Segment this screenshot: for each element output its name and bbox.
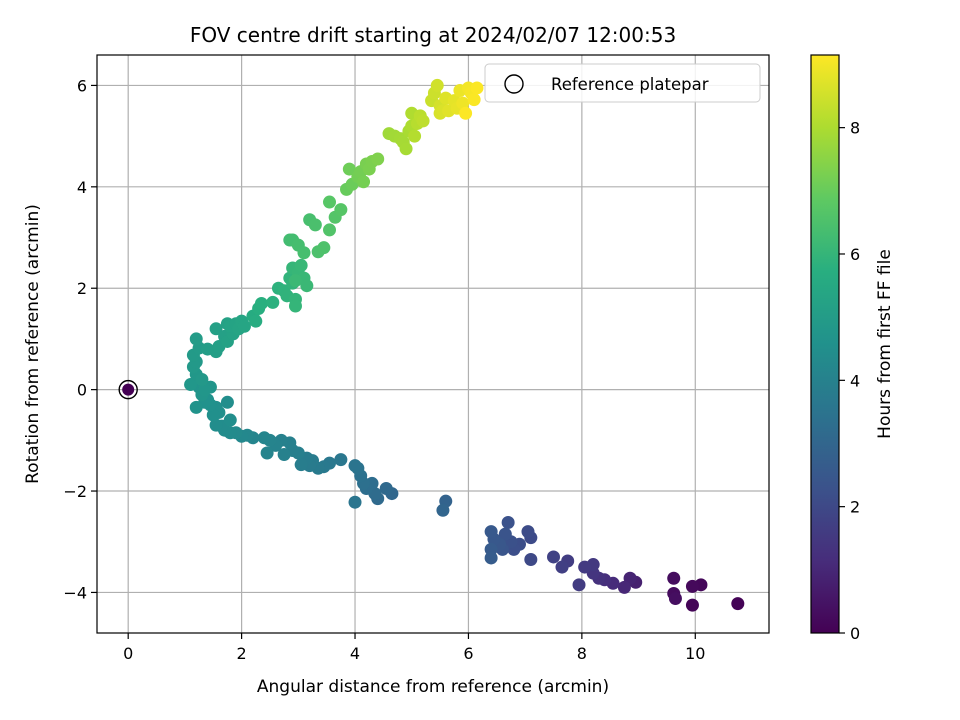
scatter-point <box>484 525 498 539</box>
scatter-point <box>297 246 311 260</box>
scatter-point <box>300 279 314 293</box>
scatter-point <box>668 592 682 606</box>
scatter-point <box>189 400 203 414</box>
y-tick-label: −2 <box>63 482 87 501</box>
y-tick-label: −4 <box>63 583 87 602</box>
scatter-point <box>399 142 413 156</box>
y-tick-label: 2 <box>77 279 87 298</box>
scatter-point <box>308 218 322 232</box>
scatter-point <box>547 550 561 564</box>
scatter-point <box>294 458 308 472</box>
legend-marker-reference <box>504 74 524 94</box>
scatter-point <box>334 453 348 467</box>
scatter-point <box>266 295 280 309</box>
x-tick-label: 10 <box>685 644 705 663</box>
scatter-point <box>254 296 268 310</box>
scatter-point <box>459 106 473 120</box>
scatter-point <box>379 482 393 495</box>
scatter-point <box>257 431 271 445</box>
scatter-point <box>288 299 302 313</box>
scatter-point <box>184 378 198 392</box>
x-axis-label: Angular distance from reference (arcmin) <box>257 677 609 697</box>
scatter-point <box>317 241 331 255</box>
scatter-point <box>334 203 348 217</box>
scatter-point <box>371 152 385 166</box>
scatter-series <box>184 78 745 612</box>
y-tick-label: 6 <box>77 76 87 95</box>
scatter-point <box>501 515 515 529</box>
scatter-point <box>685 598 699 612</box>
x-tick-label: 4 <box>350 644 360 663</box>
scatter-point <box>209 322 223 336</box>
scatter-point <box>408 129 422 143</box>
scatter-point <box>288 274 302 288</box>
x-tick-label: 2 <box>237 644 247 663</box>
scatter-point <box>685 579 699 593</box>
colorbar-ticks: 0 2 4 6 8 <box>839 119 860 643</box>
scatter-point <box>198 383 212 397</box>
scatter-point <box>189 332 203 346</box>
scatter-point <box>467 93 481 107</box>
scatter-point <box>348 459 362 473</box>
y-axis-label: Rotation from reference (arcmin) <box>23 204 43 484</box>
y-tick-label: 4 <box>77 178 87 197</box>
x-tick-label: 6 <box>463 644 473 663</box>
colorbar: 0 2 4 6 8 Hours from first FF file <box>810 54 895 643</box>
scatter-point <box>223 413 237 427</box>
scatter-point <box>456 96 470 110</box>
colorbar-frame <box>810 54 840 634</box>
scatter-point <box>294 258 308 272</box>
reference-point <box>122 383 135 396</box>
reference-platepar-marker <box>118 379 138 400</box>
x-tick-label: 8 <box>577 644 587 663</box>
legend-box <box>484 63 761 103</box>
colorbar-tick-label: 8 <box>850 119 860 138</box>
colorbar-tick-label: 4 <box>850 371 860 390</box>
scatter-point <box>357 175 371 189</box>
scatter-point <box>342 162 356 176</box>
legend: Reference platepar <box>484 63 761 103</box>
scatter-point <box>323 195 337 209</box>
y-tick-label: 0 <box>77 381 87 400</box>
scatter-point <box>578 560 592 574</box>
scatter-point <box>220 395 234 409</box>
scatter-point <box>521 525 535 539</box>
x-tick-label: 0 <box>123 644 133 663</box>
colorbar-gradient <box>811 55 839 633</box>
scatter-point <box>498 527 512 541</box>
colorbar-tick-label: 2 <box>850 498 860 517</box>
legend-label-reference: Reference platepar <box>551 75 709 94</box>
scatter-point <box>277 448 291 462</box>
scatter-point <box>617 580 631 594</box>
colorbar-label: Hours from first FF file <box>875 249 895 439</box>
colorbar-tick-label: 6 <box>850 245 860 264</box>
x-axis-ticks: 0 2 4 6 8 10 <box>123 633 705 663</box>
scatter-point <box>416 114 430 128</box>
scatter-point <box>195 372 209 386</box>
scatter-point <box>470 81 484 95</box>
scatter-point <box>524 552 538 566</box>
scatter-point <box>731 597 745 611</box>
plot-frame <box>96 54 770 634</box>
chart-title: FOV centre drift starting at 2024/02/07 … <box>190 23 676 47</box>
scatter-point <box>667 571 681 585</box>
reference-platepar-layer <box>118 379 138 400</box>
scatter-point <box>260 446 274 460</box>
scatter-point <box>237 319 251 333</box>
scatter-point <box>430 78 444 92</box>
y-axis-ticks: −4 −2 0 2 4 6 <box>63 76 97 602</box>
scatter-point <box>348 495 362 509</box>
scatter-point <box>436 503 450 517</box>
grid <box>97 55 769 633</box>
scatter-point <box>572 578 586 592</box>
scatter-point <box>555 560 569 574</box>
scatter-point <box>323 223 337 237</box>
scatter-point <box>209 418 223 432</box>
scatter-point <box>206 408 220 422</box>
scatter-point <box>484 551 498 565</box>
colorbar-tick-label: 0 <box>850 624 860 643</box>
scatter-point <box>249 314 263 328</box>
